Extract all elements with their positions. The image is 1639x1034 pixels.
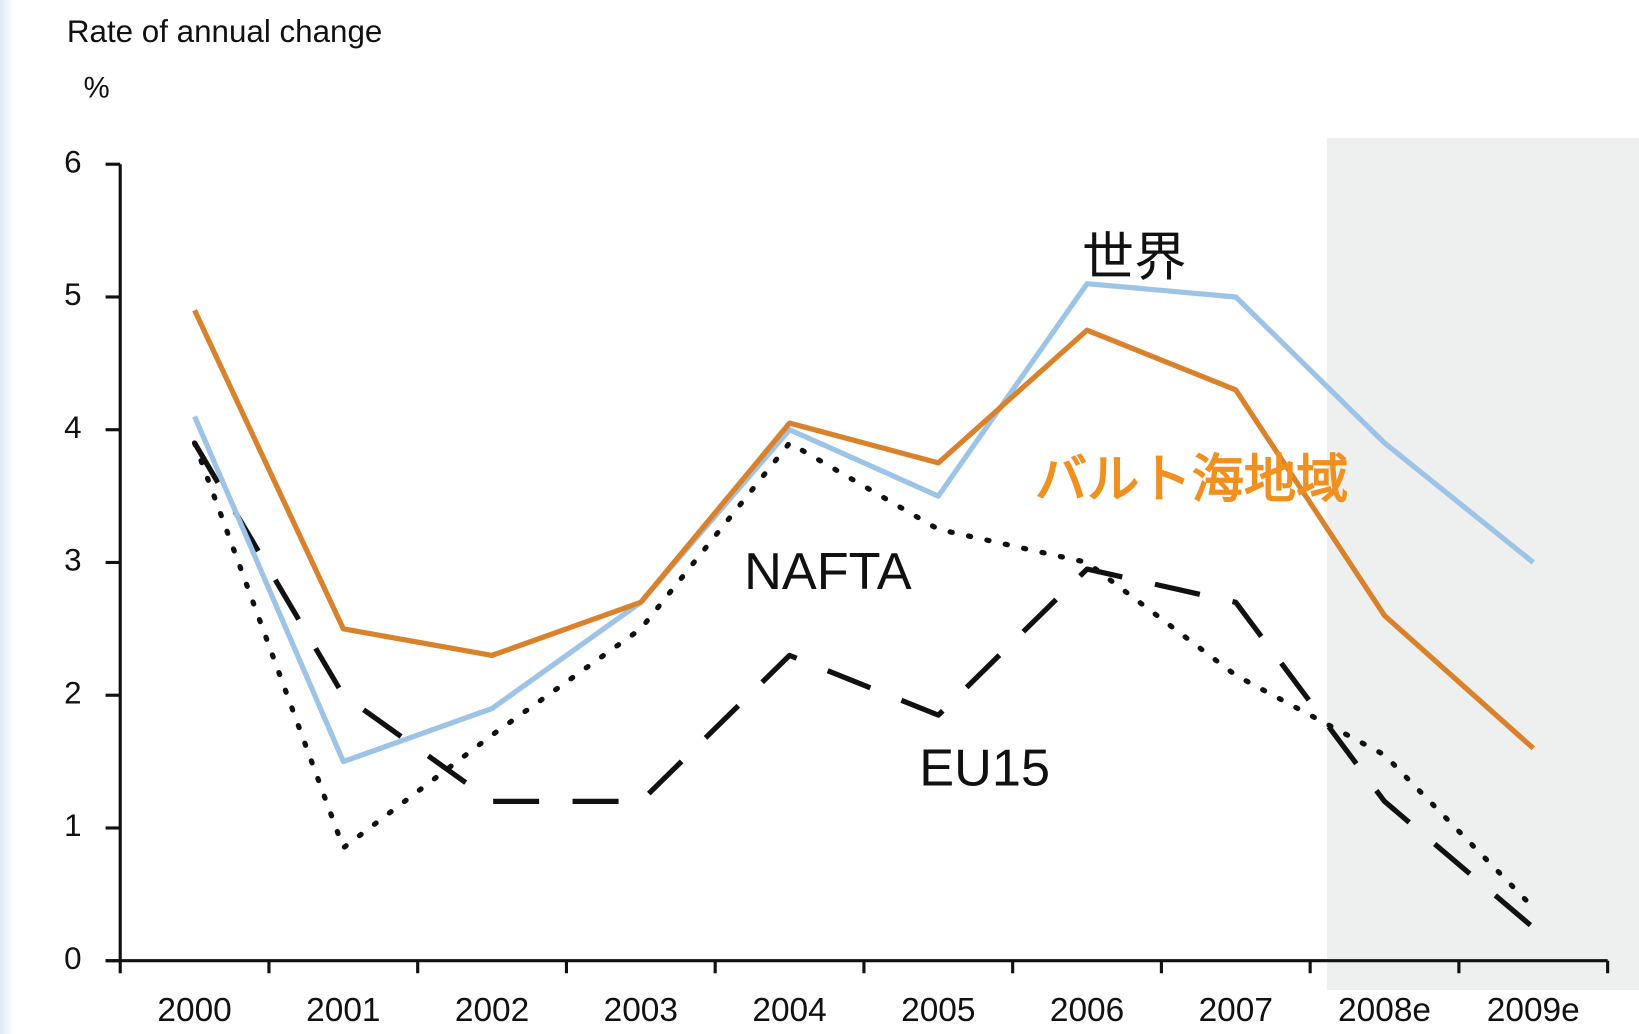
y-tick-label: 4	[64, 410, 81, 445]
x-tick-label: 2007	[1199, 992, 1273, 1029]
series-line	[191, 440, 1536, 911]
x-tick-label: 2006	[1050, 992, 1124, 1029]
chart-title: Rate of annual change	[67, 14, 382, 49]
forecast-shade	[1326, 138, 1639, 990]
y-tick-label: 0	[64, 941, 81, 976]
series-label: バルト海地域	[1035, 451, 1349, 509]
x-tick-label: 2001	[306, 992, 380, 1029]
series-label: EU15	[919, 739, 1050, 797]
x-tick-label: 2009e	[1487, 992, 1580, 1029]
y-tick-label: 1	[64, 808, 81, 843]
series-label: 世界	[1082, 229, 1187, 287]
series-line	[192, 281, 1535, 765]
x-tick-label: 2005	[901, 992, 975, 1029]
x-tick-label: 2008e	[1338, 992, 1431, 1029]
series-label: NAFTA	[744, 543, 912, 601]
y-tick-label: 6	[64, 144, 81, 179]
x-tick-label: 2004	[752, 992, 826, 1029]
x-tick-label: 2002	[455, 992, 529, 1029]
x-tick-label: 2003	[604, 992, 678, 1029]
x-tick-label: 2000	[157, 992, 231, 1029]
series-line	[192, 441, 1535, 930]
y-tick-label: 3	[64, 543, 81, 578]
series-line	[192, 309, 1536, 751]
y-axis-label: %	[84, 73, 110, 105]
y-tick-label: 2	[64, 676, 81, 711]
y-tick-label: 5	[64, 277, 81, 312]
